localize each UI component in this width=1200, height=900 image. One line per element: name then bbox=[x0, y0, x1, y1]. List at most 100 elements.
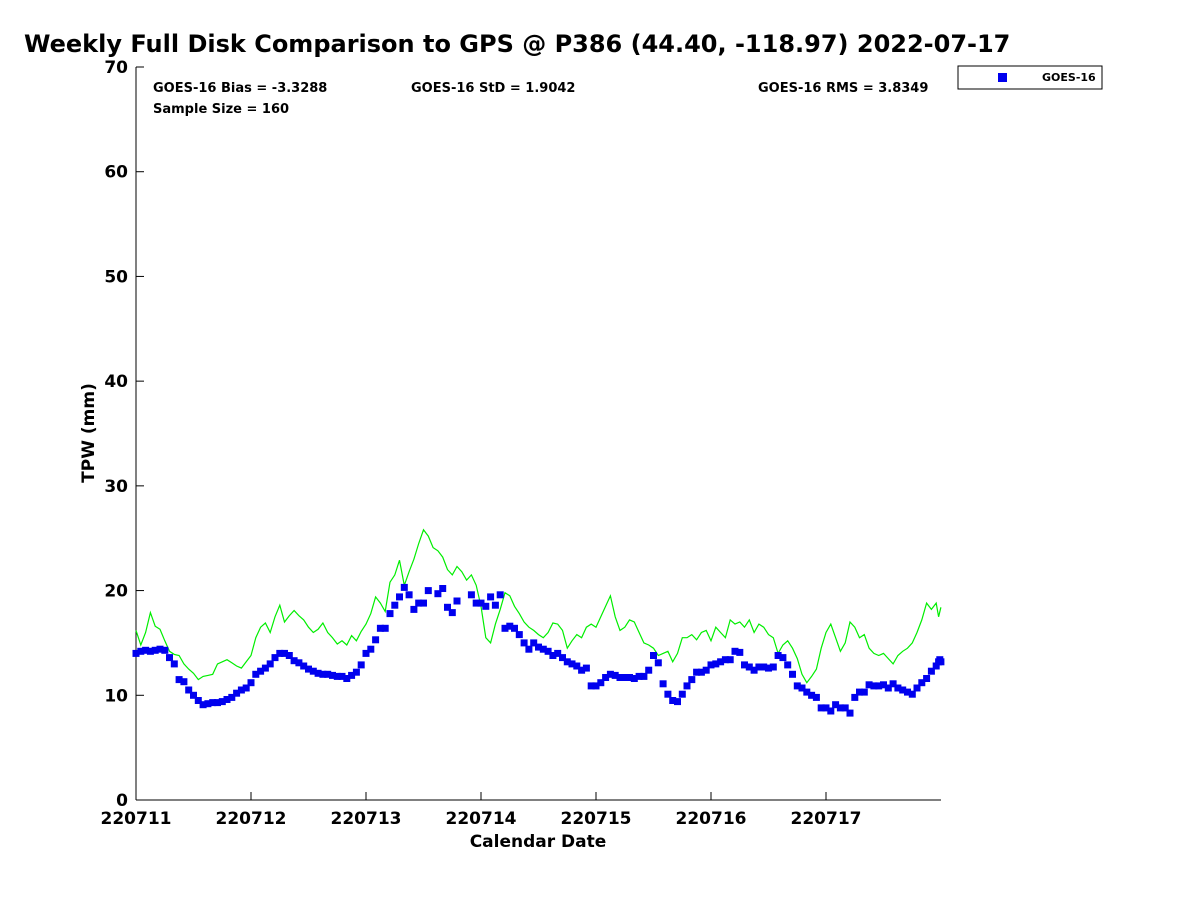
goes16-point bbox=[726, 656, 734, 664]
goes16-point bbox=[472, 599, 480, 607]
goes16-point bbox=[798, 684, 806, 692]
goes16-point bbox=[487, 593, 495, 601]
goes16-point bbox=[285, 652, 293, 659]
goes16-point bbox=[530, 639, 538, 647]
goes16-point bbox=[856, 688, 863, 696]
goes16-point bbox=[439, 585, 447, 592]
goes16-point bbox=[870, 682, 878, 690]
y-tick-label: 10 bbox=[104, 686, 128, 706]
goes16-point bbox=[511, 624, 518, 632]
goes16-point bbox=[343, 675, 351, 682]
x-tick-label: 220711 bbox=[101, 809, 172, 829]
goes16-point bbox=[491, 601, 499, 609]
goes16-point bbox=[199, 701, 207, 709]
goes16-point bbox=[190, 691, 197, 699]
goes16-point bbox=[228, 693, 236, 701]
goes16-point bbox=[587, 682, 595, 690]
goes16-point bbox=[741, 661, 748, 669]
goes16-point bbox=[880, 681, 887, 689]
goes16-point bbox=[851, 693, 859, 701]
legend: GOES-16 bbox=[957, 65, 1103, 90]
x-tick-label: 220715 bbox=[561, 809, 632, 829]
goes16-point bbox=[214, 699, 221, 707]
goes16-point bbox=[683, 682, 691, 690]
goes16-point bbox=[539, 645, 547, 653]
goes16-point bbox=[563, 658, 571, 666]
axis-ticks: 0 10 20 30 40 50 60 70 220711 220712 220713 220714 2… bbox=[101, 58, 862, 829]
goes16-point bbox=[194, 697, 202, 704]
goes16-point bbox=[467, 591, 475, 599]
goes16-point bbox=[166, 654, 173, 662]
plot-area bbox=[132, 67, 945, 801]
goes16-point bbox=[156, 645, 164, 653]
goes16-point bbox=[266, 660, 274, 668]
goes16-point bbox=[774, 652, 782, 659]
goes16-point bbox=[290, 657, 298, 665]
goes16-point bbox=[535, 643, 542, 651]
x-tick-label: 220713 bbox=[331, 809, 402, 829]
goes16-point bbox=[515, 631, 523, 639]
goes16-point bbox=[444, 603, 451, 611]
goes16-point bbox=[659, 680, 667, 688]
goes16-point bbox=[664, 690, 672, 698]
goes16-point bbox=[482, 602, 490, 610]
goes16-point bbox=[506, 622, 514, 630]
goes16-point bbox=[276, 649, 284, 657]
goes16-point bbox=[161, 646, 169, 654]
goes16-point bbox=[717, 658, 725, 666]
goes16-point bbox=[592, 682, 600, 690]
goes16-point bbox=[453, 597, 461, 605]
goes16-point bbox=[305, 665, 312, 673]
goes16-point bbox=[223, 696, 231, 703]
goes16-point bbox=[554, 649, 562, 657]
goes16-point bbox=[204, 700, 212, 708]
goes16-point bbox=[836, 704, 844, 712]
x-tick-label: 220717 bbox=[791, 809, 862, 829]
goes16-point bbox=[372, 636, 380, 644]
goes16-point bbox=[640, 672, 648, 680]
goes16-point bbox=[247, 679, 255, 687]
goes16-point bbox=[760, 663, 768, 671]
goes16-point bbox=[357, 661, 365, 669]
goes16-point bbox=[789, 670, 796, 678]
goes16-point bbox=[721, 656, 729, 664]
goes16-point bbox=[674, 698, 681, 706]
goes16-point bbox=[448, 609, 456, 617]
goes16-point bbox=[889, 680, 897, 688]
goes16-point bbox=[918, 679, 926, 687]
goes16-point bbox=[549, 652, 557, 659]
goes16-point bbox=[261, 664, 269, 672]
goes16-point bbox=[242, 684, 250, 692]
goes16-point bbox=[400, 583, 408, 591]
goes16-point bbox=[784, 661, 792, 669]
goes16-point bbox=[817, 704, 825, 712]
goes16-point bbox=[793, 682, 801, 690]
legend-box bbox=[957, 65, 1103, 90]
goes16-point bbox=[391, 601, 399, 609]
goes16-point bbox=[386, 610, 394, 618]
goes16-point bbox=[573, 662, 581, 670]
goes16-point bbox=[151, 646, 159, 654]
goes16-point bbox=[396, 593, 403, 601]
goes16-point bbox=[904, 688, 911, 696]
goes16-point bbox=[180, 678, 188, 686]
goes16-point bbox=[923, 675, 931, 682]
goes16-point bbox=[611, 671, 619, 679]
goes16-point bbox=[654, 659, 662, 667]
goes16-point bbox=[496, 591, 504, 599]
goes16-point bbox=[621, 674, 629, 681]
y-tick-label: 50 bbox=[104, 267, 128, 287]
goes16-point bbox=[300, 662, 308, 670]
goes16-point bbox=[352, 668, 360, 676]
goes16-point bbox=[209, 699, 217, 707]
goes16-point bbox=[424, 587, 432, 595]
goes16-point bbox=[693, 668, 701, 676]
goes16-point bbox=[765, 664, 772, 672]
y-tick-label: 20 bbox=[104, 582, 128, 602]
goes16-point bbox=[333, 672, 341, 680]
goes16-point bbox=[913, 684, 921, 692]
y-axis-label: TPW (mm) bbox=[79, 383, 99, 483]
goes16-point bbox=[324, 670, 332, 678]
goes16-point bbox=[894, 684, 902, 692]
